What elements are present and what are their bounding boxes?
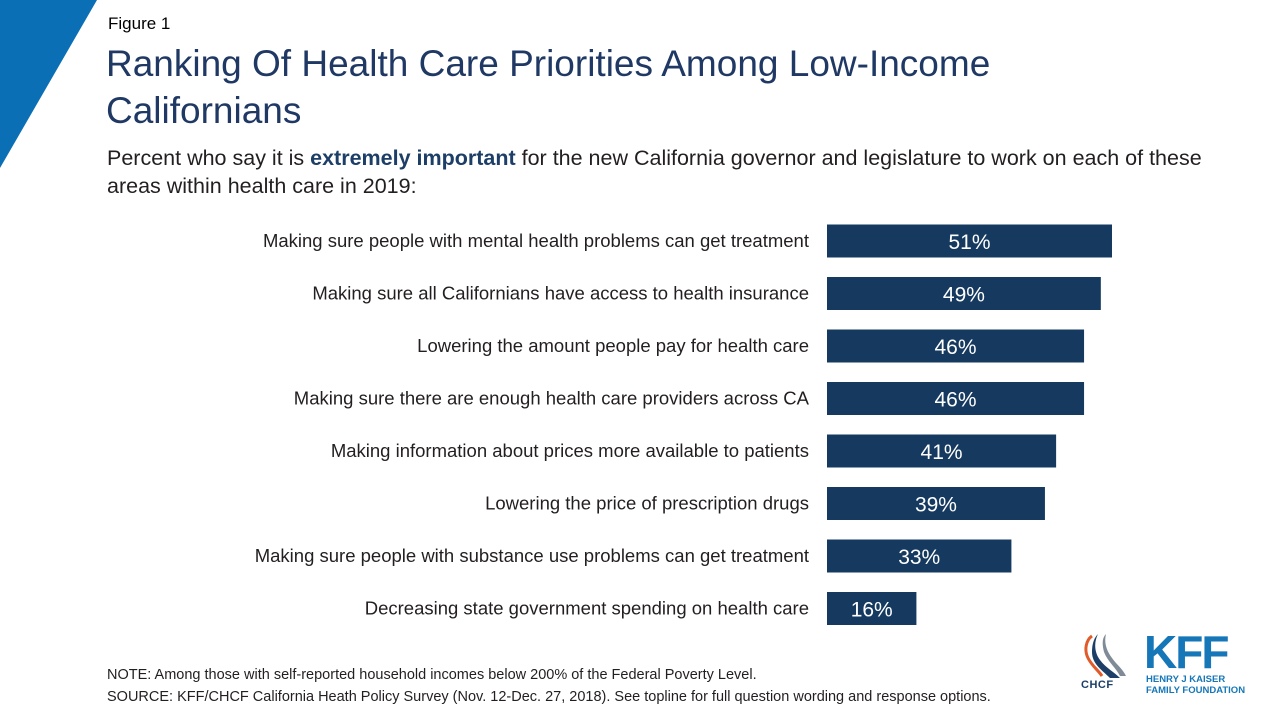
bar bbox=[827, 592, 917, 625]
bar-chart: Making sure people with mental health pr… bbox=[255, 224, 1112, 625]
bar bbox=[827, 539, 1012, 573]
chcf-logo-icon bbox=[1084, 634, 1126, 678]
kff-logo-subtext: HENRY J KAISER FAMILY FOUNDATION bbox=[1146, 674, 1245, 696]
bar-value-label: 33% bbox=[898, 546, 940, 569]
footnotes: NOTE: Among those with self-reported hou… bbox=[107, 664, 991, 708]
bar-value-label: 39% bbox=[915, 494, 957, 517]
bar bbox=[827, 277, 1101, 310]
subtitle-text-after: for the new California governor and legi… bbox=[107, 146, 1202, 198]
bar bbox=[827, 224, 1112, 258]
bar-value-label: 49% bbox=[943, 284, 985, 307]
bar-value-label: 46% bbox=[935, 389, 977, 412]
bar-value-label: 16% bbox=[851, 599, 893, 622]
chart-subtitle: Percent who say it is extremely importan… bbox=[107, 144, 1227, 200]
category-label: Lowering the price of prescription drugs bbox=[485, 493, 809, 514]
kff-logo-line2: FAMILY FOUNDATION bbox=[1146, 685, 1246, 696]
category-label: Lowering the amount people pay for healt… bbox=[417, 335, 809, 356]
source-text: SOURCE: KFF/CHCF California Heath Policy… bbox=[107, 689, 991, 705]
corner-accent-shape bbox=[0, 0, 97, 168]
note-text: NOTE: Among those with self-reported hou… bbox=[107, 667, 757, 683]
kff-logo-text: KFF bbox=[1144, 626, 1229, 678]
category-label: Making sure people with mental health pr… bbox=[263, 230, 809, 251]
logos: CHCF KFF HENRY J KAISER FAMILY FOUNDATIO… bbox=[1076, 628, 1246, 698]
bar-value-label: 41% bbox=[921, 441, 963, 464]
chart-title: Ranking Of Health Care Priorities Among … bbox=[106, 43, 991, 131]
bar bbox=[827, 434, 1057, 468]
bar-value-label: 51% bbox=[948, 231, 990, 254]
bar-value-label: 46% bbox=[935, 336, 977, 359]
category-label: Making sure there are enough health care… bbox=[294, 388, 810, 409]
subtitle-text-before: Percent who say it is bbox=[107, 146, 311, 170]
category-label: Making sure people with substance use pr… bbox=[255, 545, 809, 566]
kff-logo-line1: HENRY J KAISER bbox=[1146, 674, 1226, 685]
bar bbox=[827, 329, 1085, 363]
category-label: Making information about prices more ava… bbox=[331, 440, 809, 461]
category-label: Decreasing state government spending on … bbox=[365, 598, 809, 619]
chcf-logo-text: CHCF bbox=[1081, 679, 1114, 691]
subtitle-emphasis: extremely important bbox=[310, 146, 516, 170]
bar bbox=[827, 382, 1085, 415]
figure-label: Figure 1 bbox=[108, 14, 171, 33]
category-label: Making sure all Californians have access… bbox=[312, 283, 809, 304]
bar bbox=[827, 487, 1045, 520]
